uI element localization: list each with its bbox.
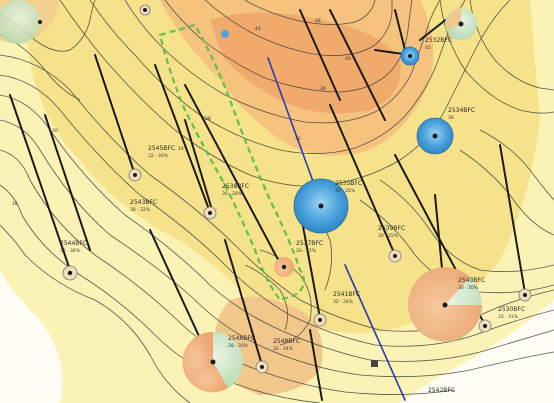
well-label: 2535BFC xyxy=(335,180,362,187)
well-track xyxy=(329,9,386,121)
contour-line xyxy=(0,149,456,395)
pie-bubble-orange-slice xyxy=(182,331,213,382)
well-label: 2532BFC xyxy=(425,37,452,44)
well-label-sub: 38 · 32% xyxy=(130,207,151,213)
well-label: 2534BFC xyxy=(448,107,475,114)
well-head-marker xyxy=(408,54,412,58)
well-head-marker xyxy=(313,313,327,327)
contour-line xyxy=(0,184,321,403)
contour-line xyxy=(0,94,554,362)
well-label: 2537BFC xyxy=(296,240,323,247)
well-label: 2543BFC xyxy=(130,199,157,206)
contour-line xyxy=(0,119,554,378)
top-left-bubble xyxy=(0,0,40,44)
well-track xyxy=(184,84,283,268)
well-track xyxy=(499,144,526,294)
well-label-sub: 30 · 20% xyxy=(458,285,479,291)
map-area-deep-orange xyxy=(210,12,401,114)
well-label: 2541BFC xyxy=(333,291,360,298)
contour-label: 44 xyxy=(255,26,261,32)
well-track xyxy=(94,54,136,176)
well-label: 2540BFC xyxy=(458,277,485,284)
well-label-sub: 28 · 30% xyxy=(228,343,249,349)
well-label-sub: 33 · 31% xyxy=(498,314,519,320)
well-head-marker xyxy=(139,4,151,16)
well-head-marker xyxy=(388,249,402,263)
contour-line xyxy=(244,0,376,25)
well-head-marker xyxy=(38,20,42,24)
well-label: 2530BFC xyxy=(498,306,525,313)
well-label-sub: 32 · 24% xyxy=(273,346,294,352)
well-head-marker xyxy=(128,168,142,182)
well-track xyxy=(9,94,71,271)
well-label-sub: 30 · 25% xyxy=(378,233,399,239)
well-label: 2545BFC xyxy=(148,145,175,152)
well-track xyxy=(44,114,91,251)
contour-label: 16 xyxy=(12,201,18,207)
well-track xyxy=(309,329,323,401)
pie-bubble-orange-slice xyxy=(190,362,228,393)
green-bubble-slice xyxy=(445,8,461,30)
well-track xyxy=(224,239,263,366)
well-head-marker xyxy=(203,206,217,220)
well-label: 2538BFC xyxy=(222,183,249,190)
well-label: 2542BFC xyxy=(428,387,455,394)
well-head-marker xyxy=(62,265,78,281)
well-track xyxy=(299,9,341,101)
well-track xyxy=(419,17,449,41)
contour-line xyxy=(164,0,413,93)
contour-line xyxy=(459,149,554,236)
well-track xyxy=(299,209,321,319)
well-head-marker xyxy=(255,360,269,374)
well-head-marker xyxy=(281,264,287,270)
well-label-sub: 36 xyxy=(448,115,454,121)
contour-line xyxy=(479,129,554,201)
well-labels: 2544BFC 32 · 36% 2545BFC 32 · 30% 2543BF… xyxy=(60,37,525,394)
contour-line xyxy=(244,264,288,331)
dashed-boundary-outline xyxy=(158,23,306,302)
square-marker xyxy=(371,360,378,367)
well-head-marker xyxy=(432,133,438,139)
contour-line xyxy=(379,179,554,273)
well-label-sub: 32 · 30% xyxy=(148,153,169,159)
well-heads xyxy=(38,4,532,374)
well-label-sub: 32 · 36% xyxy=(60,248,81,254)
well-track xyxy=(329,104,396,256)
well-label-sub: 30 · 28% xyxy=(222,191,243,197)
contour-label: 28 xyxy=(205,116,211,122)
well-label: 2546BFC xyxy=(228,335,255,342)
well-head-marker xyxy=(518,288,532,302)
well-label: 2539BFC xyxy=(378,225,405,232)
well-head-marker xyxy=(210,359,216,365)
well-head-marker xyxy=(442,302,448,308)
contour-line xyxy=(0,224,191,403)
well-head-marker xyxy=(318,203,324,209)
contour-line xyxy=(439,0,554,114)
contour-line xyxy=(0,74,554,347)
contour-label: 24 xyxy=(178,146,184,152)
blue-well-track xyxy=(344,264,406,401)
contour-label: 36 xyxy=(320,86,326,92)
well-label-sub: 45 xyxy=(425,45,431,51)
well-label-sub: 40 · 35% xyxy=(335,188,356,194)
well-head-marker xyxy=(478,319,492,333)
well-track xyxy=(154,64,211,213)
well-track xyxy=(184,119,213,211)
contour-label: 20 xyxy=(52,128,58,134)
well-label-sub: 32 · 34% xyxy=(333,299,354,305)
well-label: 2548BFC xyxy=(273,338,300,345)
well-head-marker xyxy=(458,21,464,27)
contour-label: 40 xyxy=(345,56,351,62)
well-track xyxy=(394,9,406,51)
contour-label: 48 xyxy=(315,18,321,24)
well-label-sub: 26 · 32% xyxy=(296,248,317,254)
contour-label: 32 xyxy=(295,136,301,142)
contour-labels: 16 20 24 28 32 36 40 44 48 xyxy=(12,18,351,207)
well-label: 2544BFC xyxy=(60,240,87,247)
blue-bubble xyxy=(221,30,229,38)
contour-line xyxy=(124,0,441,124)
